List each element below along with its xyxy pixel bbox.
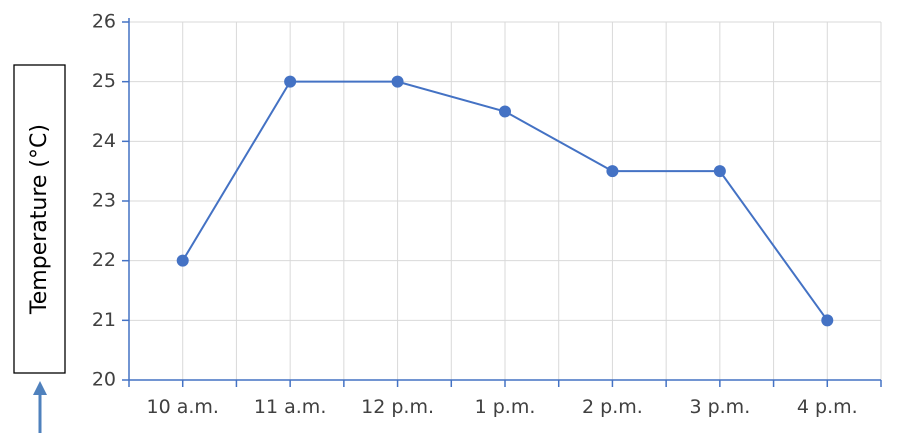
y-tick-label: 20 [92,369,116,391]
axes [122,18,882,387]
data-point [284,75,297,88]
data-point [606,165,619,178]
series-layer [176,75,834,327]
data-point [499,105,511,118]
data-point [821,314,834,327]
y-tick-label: 26 [92,11,116,33]
x-tick-label: 11 a.m. [254,396,326,418]
grid-lines [129,21,882,380]
data-point [713,165,726,178]
up-arrow [33,381,47,433]
data-point [391,75,404,88]
x-tick-label: 12 p.m. [361,396,434,418]
y-tick-label: 21 [92,309,116,331]
y-axis-label: Temperature (°C) [27,124,52,315]
y-tick-label: 22 [92,249,116,271]
x-tick-label: 10 a.m. [146,396,218,418]
x-tick-label: 4 p.m. [797,396,858,418]
y-tick-label: 25 [92,70,116,92]
data-point [176,254,189,267]
tick-labels: 20 21 22 23 24 25 26 10 a.m. 11 a.m. 12 p.m. 1 p.m… [92,11,858,419]
y-tick-label: 24 [92,130,116,152]
x-tick-label: 1 p.m. [475,396,536,418]
y-axis-label-box: Temperature (°C) [13,64,66,374]
x-tick-label: 2 p.m. [582,396,643,418]
x-tick-label: 3 p.m. [689,396,750,418]
y-tick-label: 23 [92,190,116,212]
